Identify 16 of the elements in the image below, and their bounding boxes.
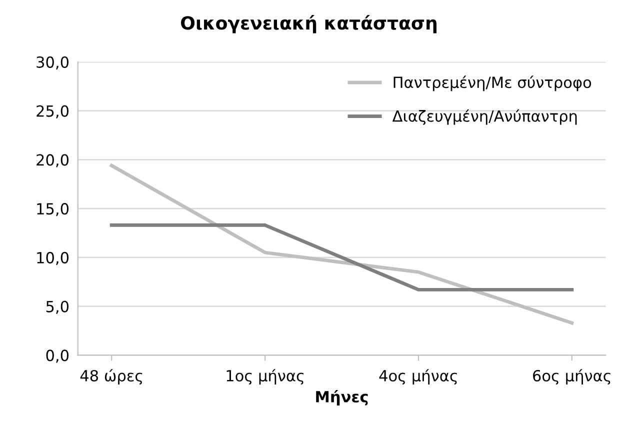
- x-tick-label: 4ος μήνας: [379, 369, 457, 384]
- y-tick-label: 25,0: [36, 105, 69, 118]
- y-tick-label: 15,0: [37, 203, 69, 216]
- y-tick-label: 30,0: [36, 56, 69, 70]
- line-series: [110, 164, 574, 325]
- legend-label: Διαζευγμένη/Ανύπαντρη: [392, 109, 577, 125]
- x-tick-label: 1ος μήνας: [226, 369, 304, 384]
- x-tick-label: 6ος μήνας: [533, 369, 610, 384]
- legend-label: Παντρεμένη/Με σύντροφο: [394, 76, 592, 92]
- y-tick-label: 5,0: [46, 300, 69, 314]
- y-tick-label: 0,0: [46, 350, 69, 363]
- x-axis-title: Μήνες: [316, 390, 368, 406]
- chart-title: Οικογενειακή κατάσταση: [181, 15, 436, 34]
- y-tick-label: 10,0: [37, 252, 69, 266]
- x-tick-label: 48 ώρες: [80, 369, 142, 384]
- y-tick-label: 20,0: [36, 154, 69, 168]
